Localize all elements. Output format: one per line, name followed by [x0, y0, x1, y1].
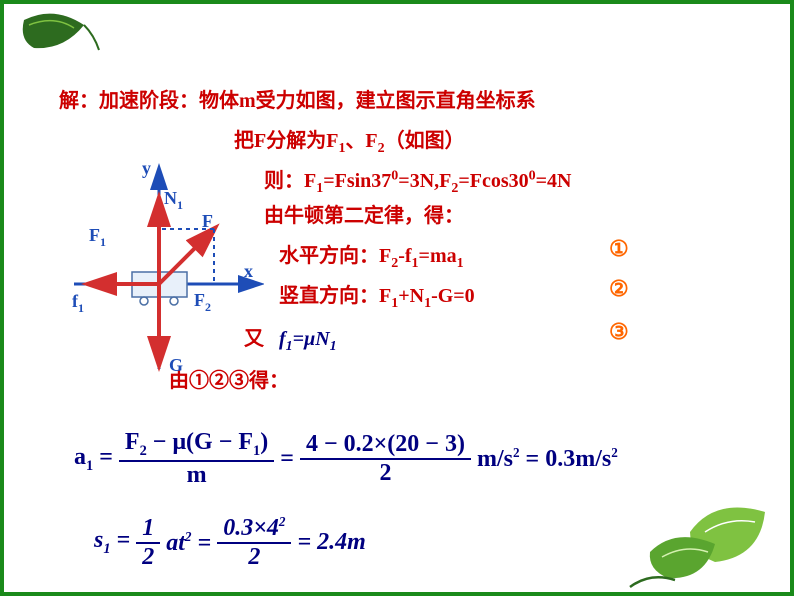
svg-text:f1: f1: [72, 291, 84, 315]
leaf-cluster-icon: [610, 472, 790, 592]
circled-2: ②: [609, 276, 629, 302]
svg-text:G: G: [169, 355, 183, 375]
newton-line: 由牛顿第二定律，得：: [264, 199, 464, 228]
vertical-eq: 竖直方向：F1+N1-G=0: [279, 279, 475, 312]
decompose-line: 把F分解为F1、F2（如图）: [234, 124, 465, 157]
svg-text:y: y: [142, 159, 151, 178]
circled-1: ①: [609, 236, 629, 262]
free-body-diagram: y x F N1 F1 F2 f1 G: [64, 159, 264, 389]
svg-text:x: x: [244, 261, 253, 281]
circled-3: ③: [609, 319, 629, 345]
solution-heading: 解：加速阶段：物体m受力如图，建立图示直角坐标系: [59, 84, 536, 113]
svg-text:F2: F2: [194, 290, 211, 314]
slide-frame: 解：加速阶段：物体m受力如图，建立图示直角坐标系 把F分解为F1、F2（如图） …: [0, 0, 794, 596]
svg-text:N1: N1: [164, 188, 183, 212]
svg-text:F1: F1: [89, 225, 106, 249]
values-line: 则：F1=Fsin370=3N,F2=Fcos300=4N: [264, 164, 571, 197]
equation-s1: s1 = 1 2 at2 = 0.3×42 2 = 2.4m: [94, 514, 366, 571]
slide-content: 解：加速阶段：物体m受力如图，建立图示直角坐标系 把F分解为F1、F2（如图） …: [4, 4, 790, 592]
equation-a1: a1 = F2 − μ(G − F1) m = 4 − 0.2×(20 − 3)…: [74, 429, 618, 489]
horizontal-eq: 水平方向：F2-f1=ma1: [279, 239, 464, 272]
leaf-icon: [14, 10, 104, 65]
